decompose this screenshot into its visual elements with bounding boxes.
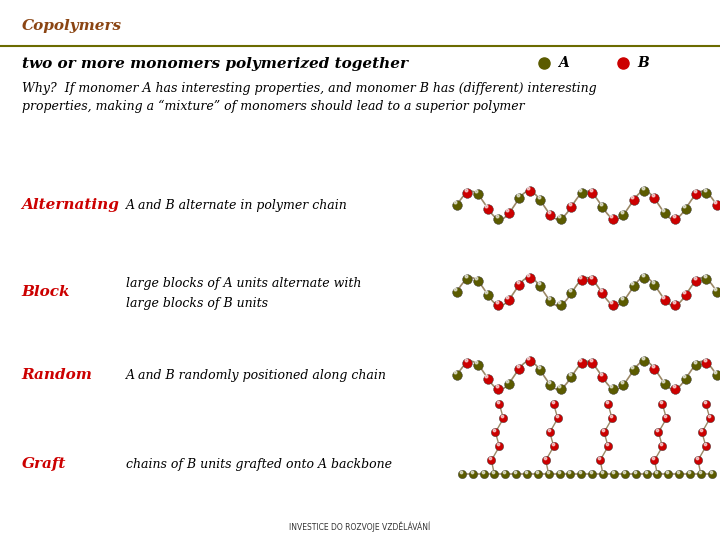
Text: Copolymers: Copolymers xyxy=(22,19,122,33)
Text: B: B xyxy=(637,56,649,70)
Text: A and B alternate in polymer chain: A and B alternate in polymer chain xyxy=(126,199,348,212)
Text: large blocks of A units alternate with: large blocks of A units alternate with xyxy=(126,277,361,290)
Text: large blocks of B units: large blocks of B units xyxy=(126,297,268,310)
Text: INVESTICE DO ROZVOJE VZDĚLÁVÁNÍ: INVESTICE DO ROZVOJE VZDĚLÁVÁNÍ xyxy=(289,521,431,532)
Text: chains of B units grafted onto A backbone: chains of B units grafted onto A backbon… xyxy=(126,458,392,471)
Text: two or more monomers polymerized together: two or more monomers polymerized togethe… xyxy=(22,57,408,71)
Text: Why?  If monomer A has interesting properties, and monomer B has (different) int: Why? If monomer A has interesting proper… xyxy=(22,82,596,95)
Text: A: A xyxy=(558,56,569,70)
Text: Graft: Graft xyxy=(22,457,66,471)
Text: Random: Random xyxy=(22,368,92,382)
Text: Alternating: Alternating xyxy=(22,198,120,212)
Text: properties, making a “mixture” of monomers should lead to a superior polymer: properties, making a “mixture” of monome… xyxy=(22,100,524,113)
Text: Block: Block xyxy=(22,285,71,299)
Text: A and B randomly positioned along chain: A and B randomly positioned along chain xyxy=(126,369,387,382)
